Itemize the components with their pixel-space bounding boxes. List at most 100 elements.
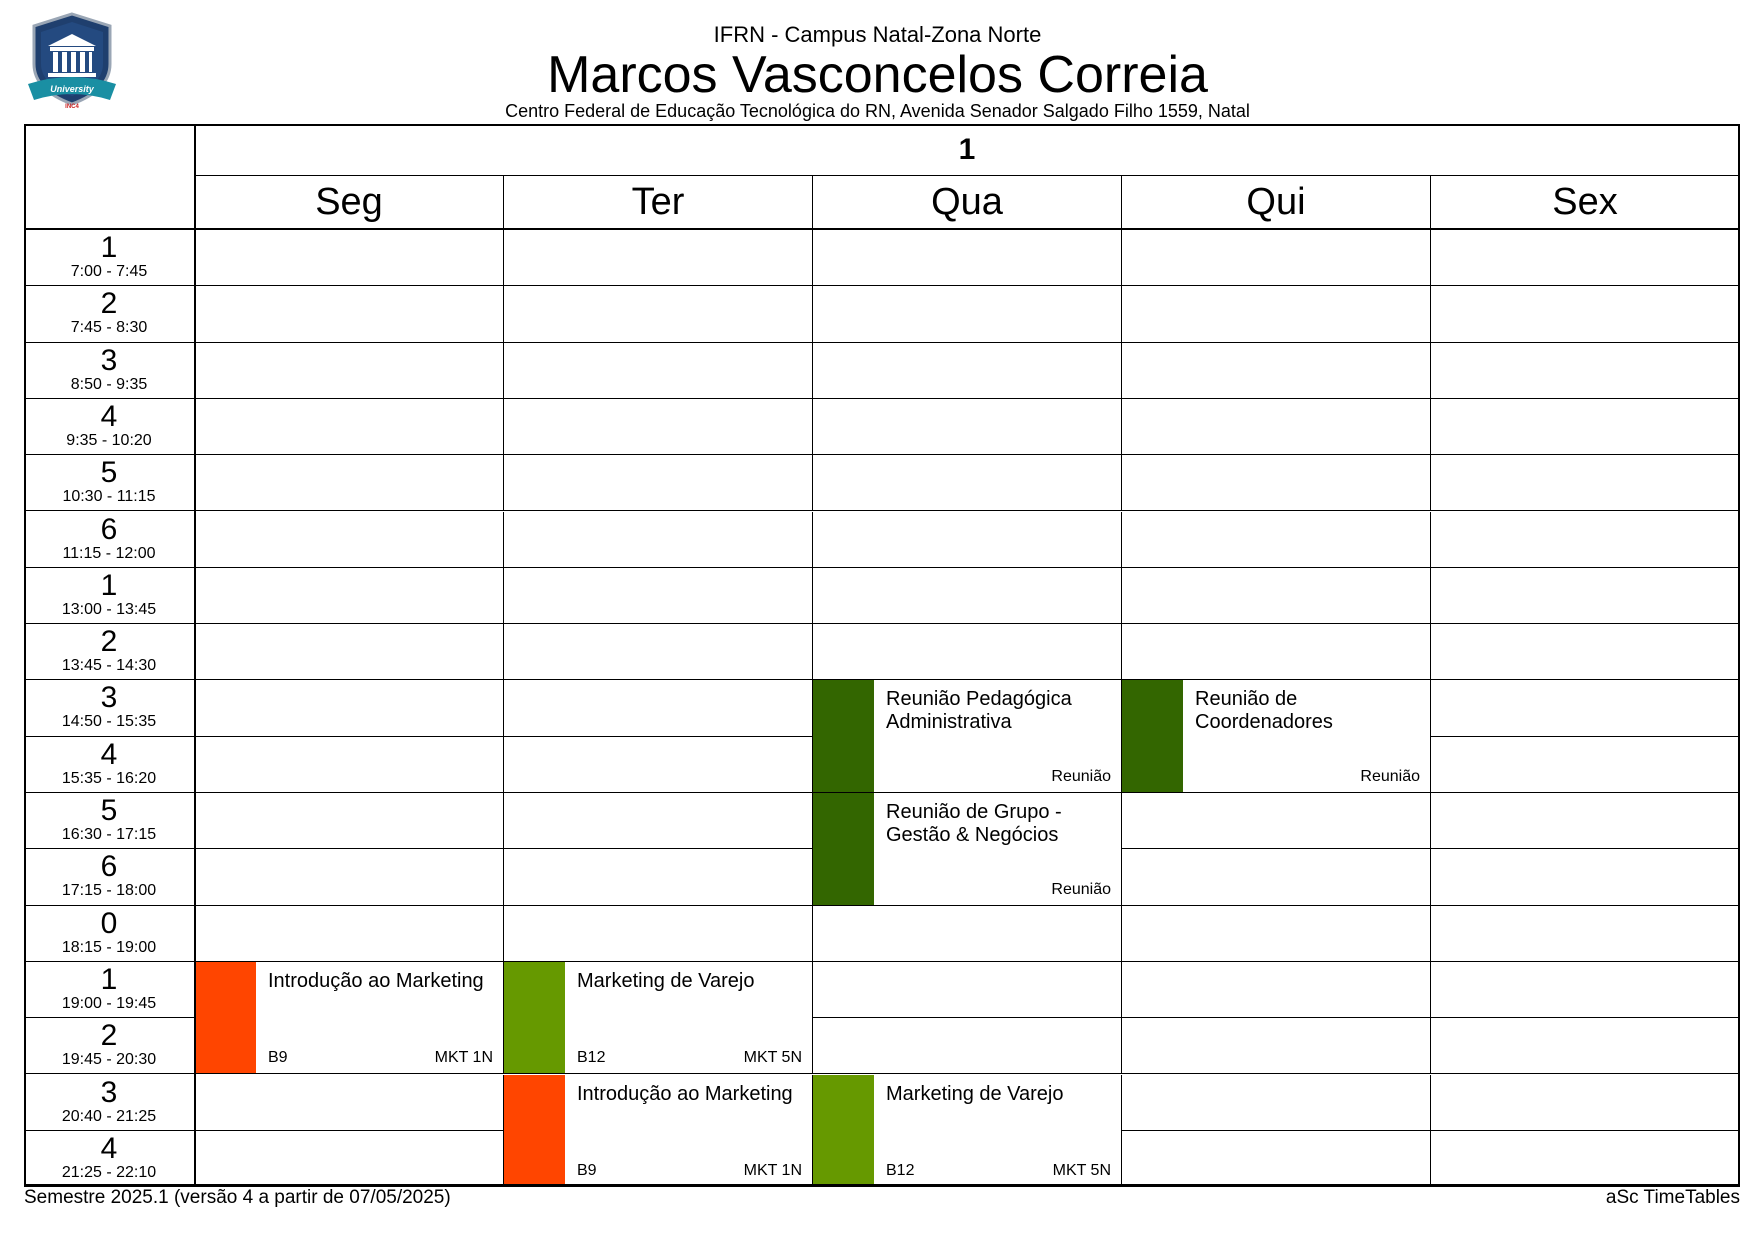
- period-time: 20:40 - 21:25: [61, 1107, 157, 1125]
- lesson-card[interactable]: Introdução ao Marketing B9 MKT 1N: [195, 961, 504, 1075]
- lesson-card[interactable]: Reunião Pedagógica Administrativa Reunião: [813, 680, 1122, 793]
- lesson-card[interactable]: Introdução ao Marketing B9 MKT 1N: [504, 1074, 813, 1188]
- day-label: Qua: [931, 181, 1003, 223]
- period-number: 4: [100, 1131, 118, 1165]
- timetable-cell: [1122, 398, 1431, 456]
- period-time: 16:30 - 17:15: [61, 826, 157, 843]
- lesson-room: B12: [886, 1162, 915, 1180]
- timetable-cell: [195, 342, 504, 399]
- lesson-card[interactable]: Marketing de Varejo B12 MKT 5N: [813, 1074, 1122, 1188]
- period-number: 1: [100, 962, 118, 996]
- period-number: 2: [100, 1019, 118, 1053]
- timetable-cell: [813, 286, 1122, 343]
- period-time: 7:45 - 8:30: [70, 319, 148, 337]
- lesson-subject: Marketing de Varejo: [577, 969, 755, 992]
- institution-name: IFRN - Campus Natal-Zona Norte: [713, 22, 1042, 47]
- timetable-cell: [504, 624, 813, 681]
- header-column-divider: [194, 124, 196, 1186]
- period-number: 5: [100, 794, 118, 827]
- timetable-cell: [1431, 1018, 1740, 1075]
- lesson-class: Reunião: [1051, 880, 1111, 898]
- period-cell: 1 7:00 - 7:45: [24, 230, 195, 287]
- timetable-cell: [1431, 849, 1740, 906]
- timetable-cell: [1431, 793, 1740, 850]
- period-cell: 6 17:15 - 18:00: [24, 849, 195, 906]
- period-number: 1: [100, 231, 118, 264]
- timetable-cell: [813, 624, 1122, 681]
- week-header: 1: [195, 124, 1740, 176]
- timetable-cell: [195, 905, 504, 962]
- period-cell: 3 20:40 - 21:25: [24, 1074, 195, 1131]
- timetable-cell: [195, 793, 504, 850]
- timetable-cell: [1122, 961, 1431, 1019]
- timetable-cell: [1431, 286, 1740, 343]
- timetable-cell: [195, 455, 504, 512]
- timetable-cell: [504, 905, 813, 962]
- period-number: 0: [100, 906, 118, 940]
- period-number: 6: [100, 850, 118, 884]
- lesson-subject: Marketing de Varejo: [886, 1082, 1064, 1105]
- lesson-color-strip: [813, 680, 874, 792]
- timetable-cell: [813, 342, 1122, 399]
- timetable-cell: [1431, 961, 1740, 1019]
- timetable-cell: [1431, 624, 1740, 681]
- period-cell: 3 8:50 - 9:35: [24, 342, 195, 399]
- timetable-cell: [195, 286, 504, 343]
- lesson-subject: Reunião de Coordenadores: [1195, 688, 1333, 734]
- period-time: 19:00 - 19:45: [61, 994, 157, 1012]
- lesson-card[interactable]: Reunião de Coordenadores Reunião: [1122, 680, 1431, 793]
- lesson-card[interactable]: Reunião de Grupo - Gestão & Negócios Reun…: [813, 793, 1122, 906]
- period-time: 15:35 - 16:20: [61, 769, 157, 787]
- lesson-subject: Introdução ao Marketing: [268, 969, 484, 992]
- timetable-grid: 1 Seg Ter Qua Qui Sex 1 7:00 - 7:45 2 7:45 - 8:30…: [24, 124, 1740, 1188]
- corner-cell: [24, 124, 195, 230]
- lesson-card[interactable]: Marketing de Varejo B12 MKT 5N: [504, 961, 813, 1075]
- period-cell: 4 15:35 - 16:20: [24, 736, 195, 793]
- timetable-cell: [1431, 342, 1740, 399]
- period-cell: 5 16:30 - 17:15: [24, 793, 195, 850]
- timetable-cell: [195, 230, 504, 287]
- timetable-cell: [504, 680, 813, 737]
- lesson-class: MKT 5N: [743, 1049, 802, 1067]
- lesson-class: Reunião: [1051, 767, 1111, 785]
- timetable-cell: [1431, 455, 1740, 512]
- lesson-room: B9: [268, 1049, 288, 1067]
- period-number: 1: [100, 568, 118, 602]
- lesson-color-strip: [1122, 680, 1183, 792]
- timetable-cell: [1431, 1130, 1740, 1188]
- timetable-cell: [1122, 567, 1431, 625]
- timetable-cell: [504, 230, 813, 287]
- teacher-name: Marcos Vasconcelos Correia: [547, 46, 1208, 104]
- period-cell: 5 10:30 - 11:15: [24, 455, 195, 512]
- timetable-cell: [813, 455, 1122, 512]
- lesson-room: B12: [577, 1049, 606, 1067]
- timetable-cell: [195, 567, 504, 625]
- day-label: Ter: [631, 181, 685, 223]
- timetable-cell: [1431, 1074, 1740, 1131]
- timetable-cell: [1122, 793, 1431, 850]
- day-header-seg: Seg: [195, 176, 504, 230]
- timetable-cell: [1122, 624, 1431, 681]
- lesson-room: B9: [577, 1162, 597, 1180]
- period-cell: 2 7:45 - 8:30: [24, 286, 195, 343]
- period-time: 18:15 - 19:00: [61, 938, 157, 956]
- lesson-subject: Reunião Pedagógica Administrativa: [886, 688, 1072, 734]
- timetable-cell: [195, 680, 504, 737]
- period-number: 6: [100, 512, 118, 546]
- timetable-cell: [1431, 680, 1740, 737]
- period-time: 19:45 - 20:30: [61, 1051, 157, 1069]
- period-time: 8:50 - 9:35: [70, 375, 148, 393]
- period-time: 10:30 - 11:15: [62, 488, 156, 506]
- timetable-cell: [195, 624, 504, 681]
- day-header-sex: Sex: [1431, 176, 1740, 230]
- timetable-cell: [813, 961, 1122, 1019]
- timetable-cell: [813, 511, 1122, 568]
- timetable-cell: [1122, 511, 1431, 568]
- timetable-cell: [195, 849, 504, 906]
- timetable-cell: [195, 1130, 504, 1188]
- timetable-cell: [195, 398, 504, 456]
- day-label: Qui: [1246, 181, 1306, 223]
- svg-text:INC4: INC4: [65, 104, 79, 110]
- timetable-cell: [1122, 849, 1431, 906]
- period-number: 3: [100, 1075, 118, 1109]
